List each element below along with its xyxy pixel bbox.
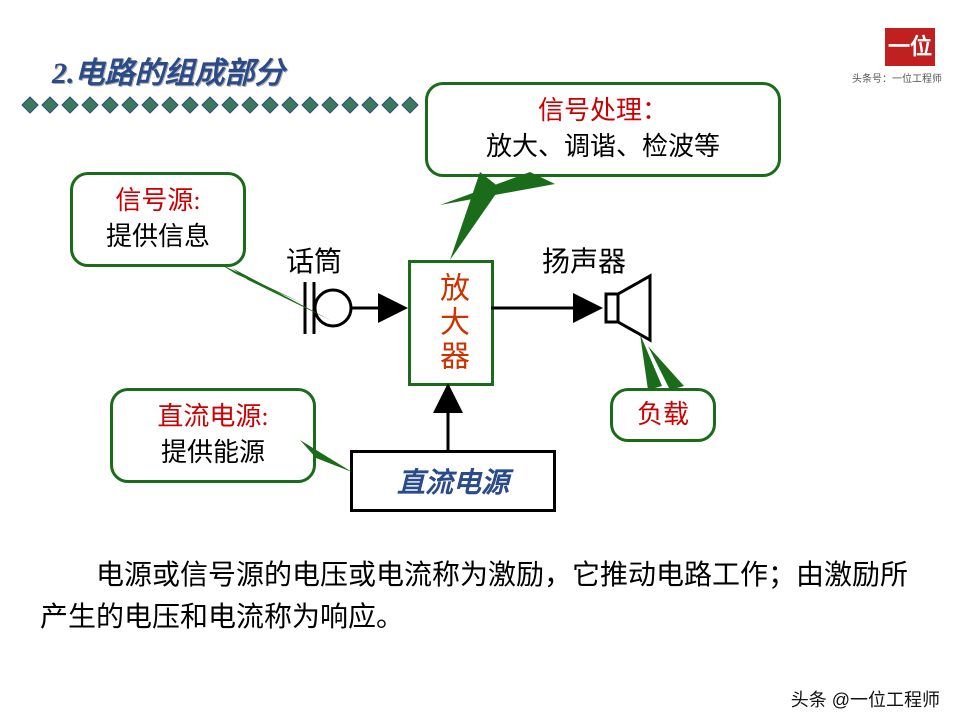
brand-subtitle: 头条号：一位工程师 <box>852 70 942 85</box>
brand-logo: 一位 <box>885 28 935 66</box>
microphone-icon <box>305 282 351 334</box>
callout-body: 提供能源 <box>161 438 265 467</box>
pointer-signal-proc-1 <box>450 172 500 260</box>
callout-signal-processing: 信号处理： 放大、调谐、检波等 <box>425 82 781 177</box>
dc-power-block: 直流电源 <box>350 450 556 512</box>
label-mic: 话筒 <box>286 240 342 280</box>
amplifier-block: 放大器 <box>408 260 494 386</box>
footer-credit: 头条 @一位工程师 <box>791 686 940 712</box>
callout-heading: 直流电源: <box>157 402 268 431</box>
pointer-signal-proc-2 <box>440 172 555 205</box>
divider-decoration <box>20 96 420 114</box>
callout-load: 负载 <box>610 388 716 442</box>
callout-dc-source: 直流电源: 提供能源 <box>110 388 316 483</box>
callout-signal-source: 信号源: 提供信息 <box>70 172 246 267</box>
body-paragraph: 电源或信号源的电压或电流称为激励，它推动电路工作；由激励所产生的电压和电流称为响… <box>40 555 920 639</box>
callout-heading: 信号处理： <box>538 96 668 125</box>
callout-body: 放大、调谐、检波等 <box>486 132 720 161</box>
speaker-icon <box>606 276 650 340</box>
slide-title: 2.电路的组成部分 <box>52 48 285 92</box>
label-speaker: 扬声器 <box>542 240 626 280</box>
callout-body: 负载 <box>637 400 689 429</box>
callout-heading: 信号源: <box>115 186 200 215</box>
callout-body: 提供信息 <box>106 222 210 251</box>
pointer-load-2 <box>648 346 684 390</box>
pointer-load-1 <box>640 334 662 390</box>
